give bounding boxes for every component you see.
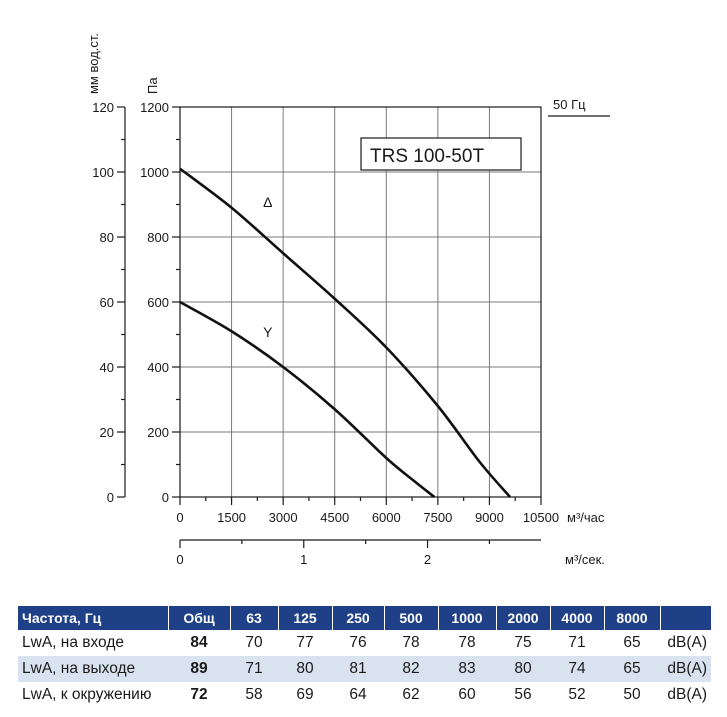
y-tick-label: 400 [147,360,169,375]
row-total: 72 [190,686,208,703]
cell-250: 81 [332,656,384,682]
header-frequency: Частота, Гц [18,606,169,630]
table-row: LwA, на выходе 89 71 80 81 82 83 80 74 6… [18,656,711,682]
cell-4000: 71 [568,634,586,651]
y-left-axis-label: мм вод.ст. [86,33,101,94]
table-header-row: Частота, Гц Общ 63 125 250 500 1000 2000… [18,606,711,630]
cell-1000: 83 [438,656,496,682]
header-2000: 2000 [496,606,551,630]
x-tick-label: 10500 [523,510,559,525]
header-125: 125 [278,606,333,630]
y-tick-label: 800 [147,230,169,245]
series-line-y [179,300,436,499]
y-left-tick-label: 20 [100,425,114,440]
y-left-tick-label: 120 [92,100,114,115]
series-label: Δ [263,194,272,210]
header-1000: 1000 [438,606,497,630]
cell-2000: 56 [514,686,532,703]
header-63: 63 [230,606,279,630]
header-total: Общ [168,606,231,630]
row-unit: dB(A) [667,634,707,651]
sound-power-table: Частота, Гц Общ 63 125 250 500 1000 2000… [18,606,711,708]
cell-1000: 60 [458,686,476,703]
cell-125: 69 [296,686,314,703]
y-axis-label: Па [145,77,160,94]
header-4000: 4000 [550,606,605,630]
cell-250: 76 [349,634,367,651]
cell-63: 58 [245,686,263,703]
y-left-tick-label: 80 [100,230,114,245]
y-left-tick-label: 40 [100,360,114,375]
series-line-delta [179,167,512,498]
row-total: 89 [168,656,230,682]
y-tick-label: 0 [162,490,169,505]
cell-63: 71 [230,656,278,682]
cell-4000: 74 [550,656,604,682]
table-row: LwA, на входе 84 70 77 76 78 78 75 71 65… [18,630,711,656]
cell-2000: 80 [496,656,550,682]
row-label: LwA, на выходе [18,656,168,682]
y-tick-label: 1200 [140,100,169,115]
header-500: 500 [384,606,439,630]
x-axis-label: м³/час [567,510,605,525]
model-label: TRS 100-50T [370,146,484,167]
cell-2000: 75 [514,634,532,651]
chart-axes [117,106,610,548]
x2-tick-label: 2 [424,552,431,567]
frequency-label: 50 Гц [553,97,586,112]
cell-8000: 50 [623,686,641,703]
cell-63: 70 [245,634,263,651]
series-label: Y [263,324,273,340]
x2-axis-label: м³/сек. [565,552,605,567]
cell-125: 77 [296,634,314,651]
cell-4000: 52 [568,686,586,703]
model-box [360,137,522,171]
row-label: LwA, к окружению [22,686,152,703]
cell-8000: 65 [604,656,660,682]
x-tick-label: 7500 [423,510,452,525]
x-tick-label: 9000 [475,510,504,525]
cell-1000: 78 [458,634,476,651]
row-total: 84 [190,634,208,651]
fan-performance-chart: 020040060080010001200Па020406080100120мм… [86,33,610,567]
x2-tick-label: 0 [176,552,183,567]
header-250: 250 [332,606,385,630]
cell-125: 80 [278,656,332,682]
x-tick-label: 0 [176,510,183,525]
row-label: LwA, на входе [22,634,125,651]
x-tick-label: 4500 [320,510,349,525]
chart-labels: 020040060080010001200Па020406080100120мм… [86,33,605,567]
cell-500: 62 [402,686,420,703]
chart-curves [179,167,512,499]
cell-500: 78 [402,634,420,651]
y-left-tick-label: 60 [100,295,114,310]
cell-250: 64 [349,686,367,703]
table-row: LwA, к окружению 72 58 69 64 62 60 56 52… [18,682,711,708]
row-unit: dB(A) [667,686,707,703]
x-tick-label: 1500 [217,510,246,525]
y-left-tick-label: 100 [92,165,114,180]
x-tick-label: 3000 [269,510,298,525]
cell-8000: 65 [623,634,641,651]
x-tick-label: 6000 [372,510,401,525]
y-tick-label: 600 [147,295,169,310]
y-tick-label: 1000 [140,165,169,180]
header-8000: 8000 [604,606,661,630]
header-unit [660,606,711,630]
chart-grid [180,107,541,497]
x2-tick-label: 1 [300,552,307,567]
y-tick-label: 200 [147,425,169,440]
row-unit: dB(A) [660,656,711,682]
cell-500: 82 [384,656,438,682]
y-left-tick-label: 0 [107,490,114,505]
